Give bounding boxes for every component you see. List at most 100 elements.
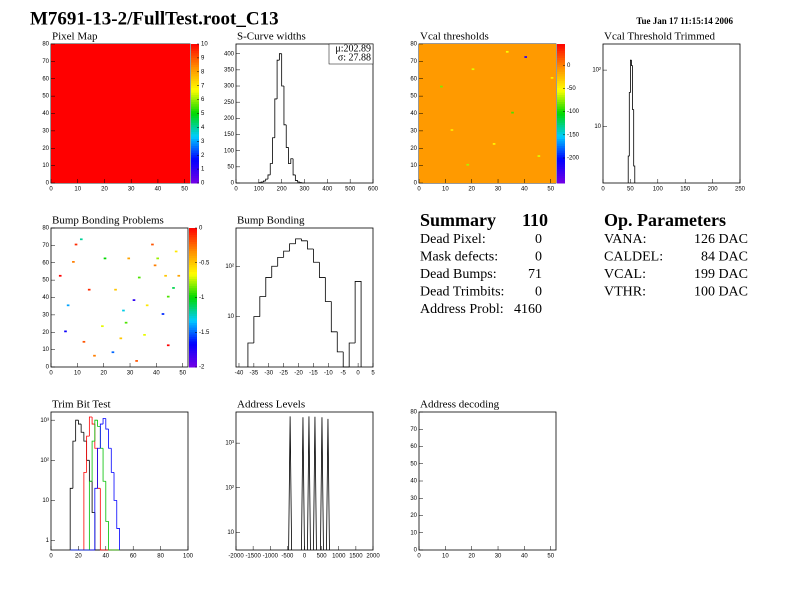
colorbar-band (557, 111, 565, 114)
colorbar-band (557, 71, 565, 75)
histogram-bin (108, 429, 112, 449)
colorbar-band (557, 148, 565, 152)
y-tick-label: 0 (46, 181, 50, 187)
y-tick-label: 70 (42, 243, 49, 249)
y-tick-label: 30 (410, 128, 417, 134)
histogram-bin (94, 487, 98, 550)
y-tick-label: 10³ (225, 441, 234, 447)
histogram-bin (299, 182, 303, 184)
histogram-bin (630, 59, 632, 93)
heatmap-cell (550, 77, 554, 79)
colorbar-band (189, 260, 197, 264)
colorbar-tick-label: 0 (201, 181, 205, 187)
colorbar-band (189, 248, 197, 252)
x-tick-label: 0 (234, 187, 238, 193)
colorbar-band (189, 360, 197, 363)
histogram-bin (267, 174, 271, 180)
colorbar-tick-label: 0 (199, 226, 203, 232)
heatmap-cell (74, 243, 78, 246)
x-tick-label: 30 (128, 187, 135, 193)
colorbar-band (557, 169, 565, 172)
colorbar-band (557, 155, 565, 159)
heatmap-cell (166, 344, 170, 347)
heatmap-cell (82, 340, 86, 343)
colorbar-band (189, 274, 197, 278)
summary-label: Mask defects: (420, 250, 498, 265)
colorbar-band (191, 46, 199, 50)
colorbar-band (189, 246, 197, 250)
heatmap-cell (174, 250, 178, 253)
x-tick-label: -20 (294, 371, 303, 377)
colorbar-band (191, 150, 199, 154)
summary-label: Address Probl: (420, 302, 504, 317)
colorbar-band (557, 138, 565, 142)
y-tick-label: 10 (42, 347, 49, 353)
y-tick-label: 200 (224, 116, 235, 122)
histogram-bin (313, 249, 320, 263)
colorbar-band (191, 57, 199, 61)
heatmap-cell (505, 50, 509, 53)
histogram-bin (292, 158, 296, 176)
colorbar-band (191, 141, 199, 145)
heatmap-cell (466, 163, 470, 166)
x-tick-label: -2000 (228, 554, 244, 560)
colorbar-band (189, 290, 197, 294)
histogram-bin (253, 316, 260, 343)
histogram-bin (324, 277, 332, 302)
colorbar-band (557, 50, 565, 54)
colorbar-band (191, 148, 199, 152)
colorbar-band (191, 122, 199, 126)
heatmap-cell (124, 321, 128, 324)
heatmap-cell (111, 351, 115, 354)
stem (326, 418, 330, 551)
parameter-value: 199 DAC (694, 267, 748, 282)
histogram-bin (330, 301, 338, 333)
colorbar-band (557, 132, 565, 135)
colorbar-band (557, 150, 565, 154)
y-tick-label: 20 (42, 330, 49, 336)
colorbar-tick-label: -200 (567, 156, 580, 162)
stats-box (328, 43, 374, 65)
heatmap-cell (177, 274, 181, 277)
x-tick-label: 1500 (349, 554, 363, 560)
x-tick-label: -500 (281, 554, 294, 560)
heatmap-cell (172, 287, 175, 289)
x-tick-label: -1000 (263, 554, 279, 560)
colorbar-tick-label: 6 (201, 97, 205, 103)
y-tick-label: 100 (224, 148, 235, 154)
colorbar-band (189, 353, 197, 356)
x-tick-label: -5 (341, 371, 347, 377)
histogram-bin (277, 256, 284, 267)
heatmap-cell (492, 143, 496, 145)
colorbar-band (189, 302, 197, 305)
y-tick-label: 30 (42, 128, 49, 134)
histogram-bin (283, 250, 290, 258)
colorbar-band (191, 76, 199, 80)
x-tick-label: 10 (74, 187, 81, 193)
panel-title: Address Levels (237, 399, 305, 411)
colorbar-band (191, 85, 199, 89)
colorbar-band (189, 346, 197, 349)
y-tick-label: 50 (42, 94, 49, 100)
histogram-bin (91, 481, 95, 513)
x-tick-label: -40 (235, 371, 244, 377)
y-tick-label: 80 (410, 42, 417, 48)
colorbar-band (191, 159, 199, 163)
histogram-bin (105, 481, 109, 522)
colorbar-band (189, 265, 197, 268)
x-tick-label: 40 (153, 371, 160, 377)
histogram-bin (72, 440, 76, 489)
colorbar-band (557, 125, 565, 128)
histogram-bin (263, 180, 266, 183)
colorbar-band (191, 53, 199, 57)
heatmap-cell (153, 264, 157, 267)
histogram-bin (318, 262, 326, 278)
colorbar-band (191, 173, 199, 177)
histogram-bin (116, 500, 120, 550)
heatmap-cell (72, 261, 75, 263)
histogram-bin (88, 416, 93, 437)
histogram-bin (99, 423, 104, 449)
colorbar-band (189, 311, 197, 315)
heatmap-cell (135, 360, 138, 362)
heatmap-cell (161, 313, 165, 315)
